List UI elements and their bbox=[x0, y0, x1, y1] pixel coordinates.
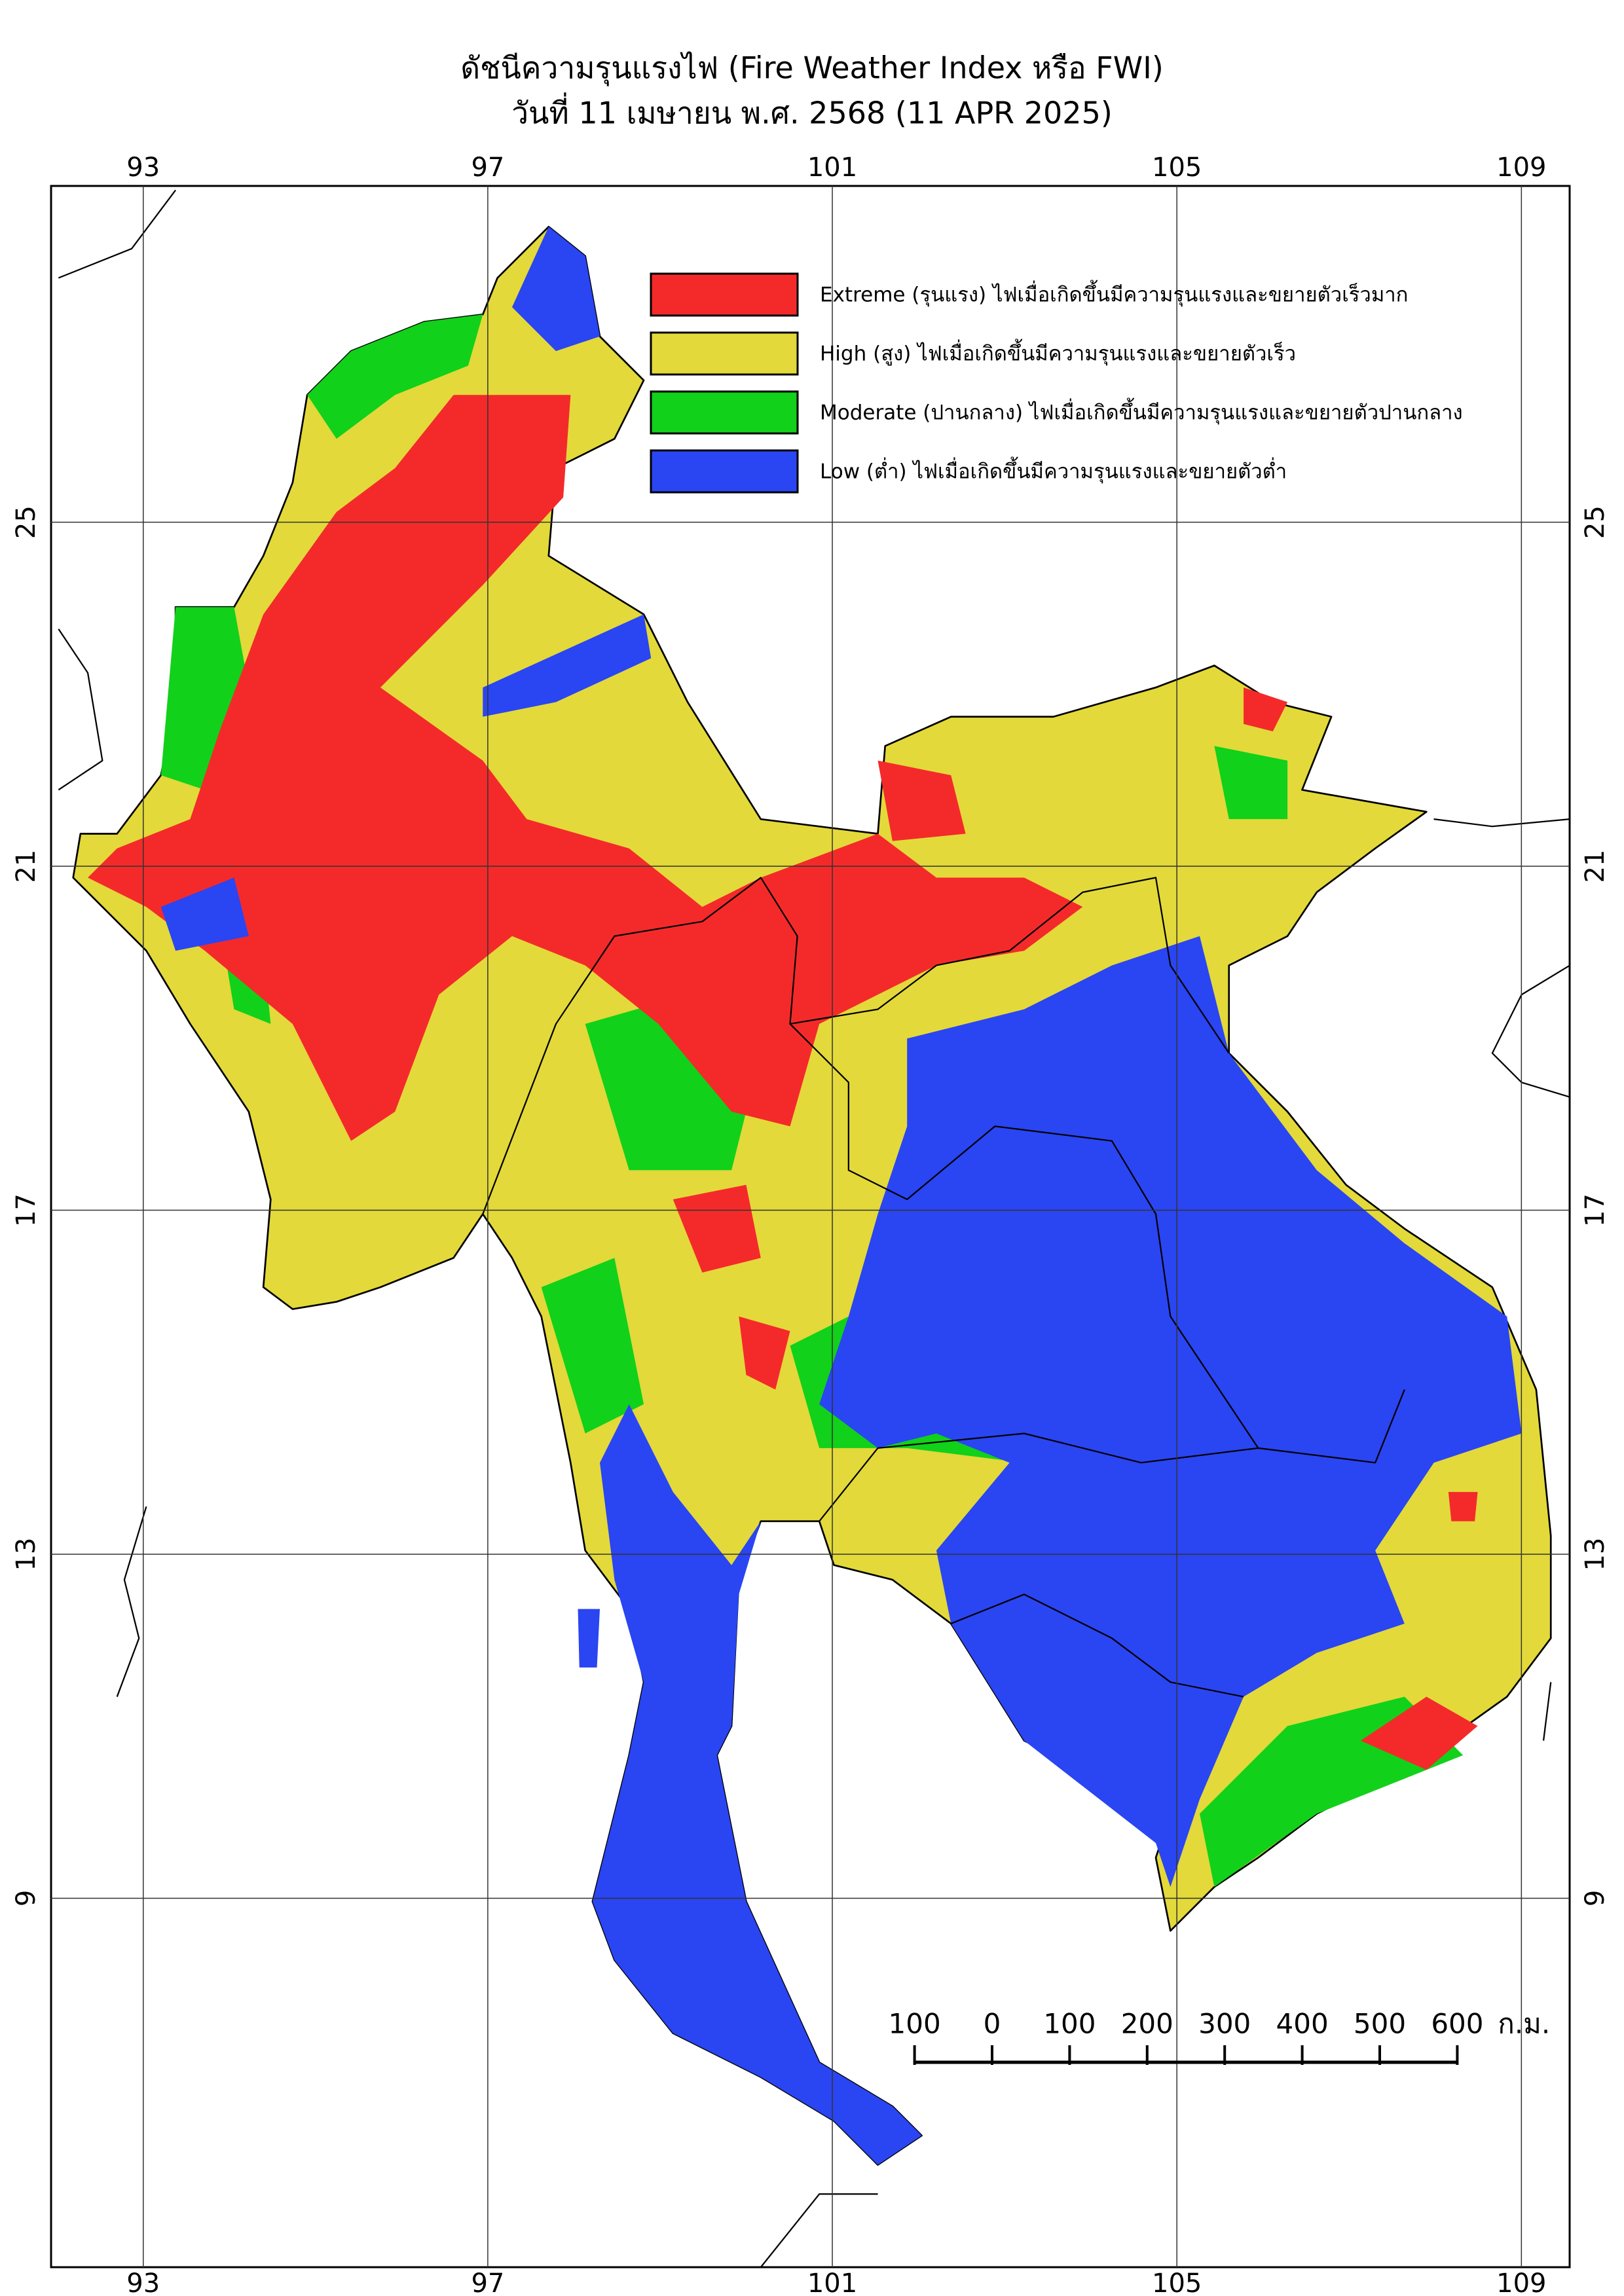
y-tick-label: 21 bbox=[11, 850, 41, 883]
legend-label: Low (ต่ำ) ไฟเมื่อเกิดขึ้นมีความรุนแรงและ… bbox=[820, 457, 1287, 484]
x-tick-label: 93 bbox=[126, 153, 160, 183]
y-tick-label: 9 bbox=[1580, 1890, 1610, 1906]
legend-label: High (สูง) ไฟเมื่อเกิดขึ้นมีความรุนแรงแล… bbox=[820, 339, 1296, 367]
extreme-zone bbox=[88, 395, 1478, 1770]
legend-label: Extreme (รุนแรง) ไฟเมื่อเกิดขึ้นมีความรุ… bbox=[820, 280, 1408, 308]
scale-label: 200 bbox=[1121, 2008, 1173, 2040]
x-tick-label: 105 bbox=[1152, 2269, 1202, 2296]
x-tick-label: 109 bbox=[1496, 153, 1546, 183]
x-tick-label: 97 bbox=[471, 153, 504, 183]
scale-label: 300 bbox=[1198, 2008, 1251, 2040]
scale-unit: ก.ม. bbox=[1498, 2008, 1550, 2040]
legend-label: Moderate (ปานกลาง) ไฟเมื่อเกิดขึ้นมีความ… bbox=[820, 398, 1463, 426]
x-tick-label: 97 bbox=[471, 2269, 504, 2296]
scale-label: 500 bbox=[1354, 2008, 1406, 2040]
neighbor-coast bbox=[58, 189, 1570, 2268]
legend: Extreme (รุนแรง) ไฟเมื่อเกิดขึ้นมีความรุ… bbox=[650, 272, 1463, 494]
map-frame bbox=[50, 185, 1571, 2269]
scale-label: 0 bbox=[984, 2008, 1001, 2040]
y-tick-label: 9 bbox=[11, 1890, 41, 1906]
graticule: 93 93 97 97 101 101 105 105 109 109 25 25 21 21 17 17 13… bbox=[11, 153, 1610, 2296]
map-subtitle: วันที่ 11 เมษายน พ.ศ. 2568 (11 APR 2025) bbox=[511, 92, 1113, 131]
y-tick-label: 25 bbox=[1580, 505, 1610, 539]
x-tick-label: 101 bbox=[807, 2269, 857, 2296]
scale-label: 600 bbox=[1431, 2008, 1483, 2040]
scale-label: 400 bbox=[1276, 2008, 1329, 2040]
y-tick-label: 17 bbox=[11, 1194, 41, 1227]
y-tick-label: 17 bbox=[1580, 1194, 1610, 1227]
legend-swatch bbox=[650, 449, 799, 494]
x-tick-label: 109 bbox=[1496, 2269, 1546, 2296]
x-tick-label: 93 bbox=[126, 2269, 160, 2296]
legend-swatch bbox=[650, 272, 799, 317]
border-line bbox=[482, 877, 1405, 1698]
low-zone bbox=[160, 227, 1522, 2165]
y-tick-label: 21 bbox=[1580, 850, 1610, 883]
scale-label: 100 bbox=[889, 2008, 941, 2040]
legend-swatch bbox=[650, 390, 799, 435]
y-tick-label: 13 bbox=[11, 1538, 41, 1571]
x-tick-label: 101 bbox=[807, 153, 857, 183]
legend-swatch bbox=[650, 331, 799, 376]
y-tick-label: 13 bbox=[1580, 1538, 1610, 1571]
map-title: ดัชนีความรุนแรงไฟ (Fire Weather Index หร… bbox=[460, 50, 1164, 87]
scale-label: 100 bbox=[1043, 2008, 1096, 2040]
scale-bar: 100 0 100 200 300 400 500 600 ก.ม. bbox=[889, 2008, 1550, 2065]
y-tick-label: 25 bbox=[11, 505, 41, 539]
land-layer bbox=[58, 189, 1570, 2268]
x-tick-label: 105 bbox=[1152, 153, 1202, 183]
